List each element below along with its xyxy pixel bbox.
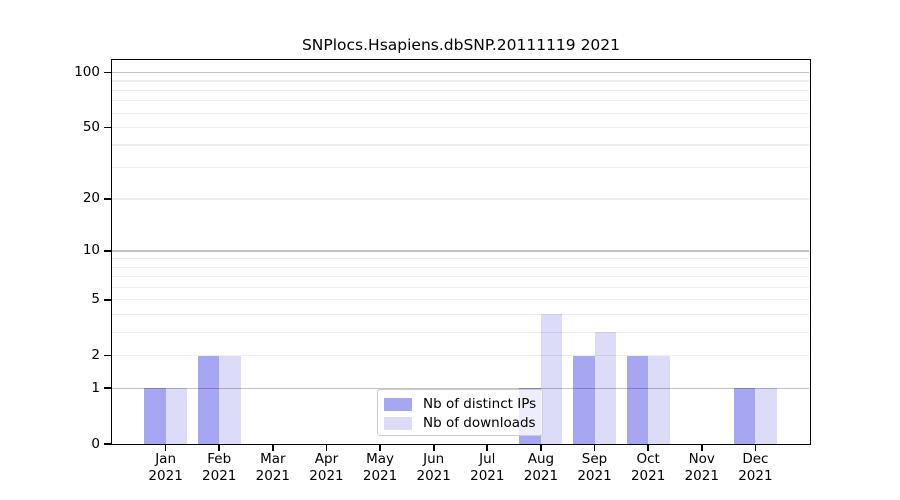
x-tick-label-may: May 2021 <box>362 451 398 484</box>
x-tick-label-oct: Oct 2021 <box>630 451 666 484</box>
y-tick-1 <box>104 387 111 390</box>
x-tick-label-jun: Jun 2021 <box>416 451 451 484</box>
x-tick-label-jan: Jan 2021 <box>148 451 183 484</box>
gridline-y-4 <box>112 313 809 316</box>
x-tick-jun <box>432 444 435 451</box>
bar-distinct-ips-dec <box>733 388 756 444</box>
x-tick-label-mar: Mar 2021 <box>255 451 291 484</box>
gridline-y-9 <box>112 258 809 260</box>
y-tick-label-20: 20 <box>82 190 100 207</box>
gridline-y-10 <box>112 250 809 252</box>
legend-label-distinct-ips: Nb of distinct IPs <box>423 396 537 412</box>
gridline-y-1 <box>112 387 809 389</box>
legend-item-distinct-ips: Nb of distinct IPs <box>384 395 537 414</box>
bar-downloads-dec <box>755 388 777 444</box>
y-tick-label-10: 10 <box>82 242 100 259</box>
legend-item-downloads: Nb of downloads <box>384 414 536 433</box>
x-tick-label-apr: Apr 2021 <box>309 451 344 484</box>
x-tick-label-nov: Nov 2021 <box>684 451 719 484</box>
x-tick-label-jul: Jul 2021 <box>470 451 505 484</box>
y-tick-label-2: 2 <box>91 347 100 364</box>
gridline-y-8 <box>112 266 809 268</box>
gridline-y-80 <box>112 89 809 91</box>
gridline-y-2 <box>112 354 809 357</box>
x-tick-mar <box>271 444 274 451</box>
x-tick-may <box>379 444 381 451</box>
x-tick-label-feb: Feb 2021 <box>202 451 237 484</box>
y-tick-label-100: 100 <box>74 64 100 81</box>
legend-swatch-distinct-ips <box>384 397 412 411</box>
y-tick-label-50: 50 <box>82 119 100 136</box>
gridline-y-90 <box>112 80 809 82</box>
plot-area <box>112 60 809 444</box>
bar-downloads-sep <box>594 332 617 444</box>
bar-distinct-ips-sep <box>573 355 595 444</box>
y-tick-0 <box>104 443 111 445</box>
y-tick-5 <box>104 298 111 301</box>
bar-distinct-ips-oct <box>626 355 649 444</box>
gridline-y-7 <box>112 276 809 278</box>
gridline-y-70 <box>112 100 809 102</box>
bar-downloads-aug <box>540 314 563 444</box>
x-tick-dec <box>754 444 757 451</box>
legend-label-downloads: Nb of downloads <box>423 415 536 431</box>
y-tick-label-0: 0 <box>91 435 100 452</box>
x-tick-sep <box>593 444 596 451</box>
x-tick-oct <box>647 444 649 451</box>
y-tick-2 <box>104 354 111 357</box>
gridline-y-50 <box>112 126 809 129</box>
gridline-y-40 <box>112 144 809 146</box>
gridline-y-30 <box>112 166 809 169</box>
bar-downloads-feb <box>219 355 241 444</box>
y-tick-label-1: 1 <box>91 379 100 396</box>
bar-distinct-ips-jan <box>144 388 166 444</box>
gridline-y-6 <box>112 286 809 288</box>
x-tick-aug <box>540 444 542 451</box>
gridline-y-100 <box>112 71 809 74</box>
x-tick-label-dec: Dec 2021 <box>738 451 773 484</box>
y-tick-50 <box>104 126 111 129</box>
y-tick-20 <box>104 198 111 200</box>
chart-title: SNPlocs.Hsapiens.dbSNP.20111119 2021 <box>301 36 621 54</box>
x-tick-label-aug: Aug 2021 <box>523 451 559 484</box>
x-tick-nov <box>700 444 703 451</box>
bar-downloads-oct <box>648 355 670 444</box>
gridline-y-60 <box>112 112 809 114</box>
x-tick-apr <box>325 444 328 451</box>
x-tick-jul <box>486 444 489 451</box>
bar-downloads-jan <box>165 388 188 444</box>
gridline-y-3 <box>112 331 809 333</box>
gridline-y-20 <box>112 198 809 200</box>
gridline-y-5 <box>112 299 809 301</box>
y-tick-10 <box>104 250 111 252</box>
y-tick-label-5: 5 <box>91 291 100 308</box>
legend: Nb of distinct IPs Nb of downloads <box>377 388 543 436</box>
x-tick-label-sep: Sep 2021 <box>577 451 612 484</box>
x-tick-feb <box>218 444 221 451</box>
y-tick-100 <box>104 71 111 74</box>
legend-swatch-downloads <box>384 416 412 430</box>
x-tick-jan <box>164 444 167 451</box>
bar-distinct-ips-feb <box>197 355 220 444</box>
